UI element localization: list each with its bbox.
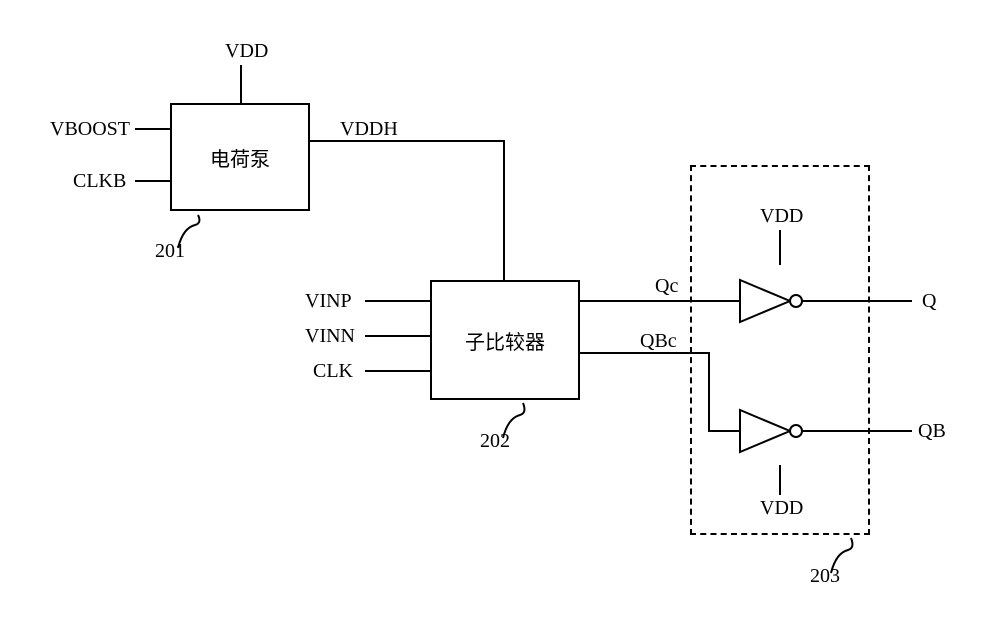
- wire-qb: [800, 430, 912, 432]
- label-vdd-inv1: VDD: [760, 205, 803, 228]
- label-q: Q: [922, 290, 936, 313]
- sub-comparator-block: 子比较器: [430, 280, 580, 400]
- label-vinp: VINP: [305, 290, 352, 313]
- label-vboost: VBOOST: [50, 118, 130, 141]
- wire-vddh-v: [503, 140, 505, 280]
- charge-pump-label: 电荷泵: [210, 143, 270, 172]
- wire-clkb: [135, 180, 170, 182]
- charge-pump-block: 电荷泵: [170, 103, 310, 211]
- wire-q: [800, 300, 912, 302]
- wire-vinp: [365, 300, 430, 302]
- wire-qbc-h2: [708, 430, 740, 432]
- wire-qc: [580, 300, 740, 302]
- ref-203: 203: [810, 565, 840, 588]
- ref-201: 201: [155, 240, 185, 263]
- wire-vdd-top: [240, 65, 242, 103]
- label-clk: CLK: [313, 360, 353, 383]
- label-vdd-inv2: VDD: [760, 497, 803, 520]
- label-qbc: QBc: [640, 330, 677, 353]
- label-clkb: CLKB: [73, 170, 126, 193]
- wire-vinn: [365, 335, 430, 337]
- wire-vboost: [135, 128, 170, 130]
- ref-202: 202: [480, 430, 510, 453]
- label-vdd-top: VDD: [225, 40, 268, 63]
- sub-comparator-label: 子比较器: [465, 326, 545, 355]
- wire-clk: [365, 370, 430, 372]
- label-qb: QB: [918, 420, 946, 443]
- label-vinn: VINN: [305, 325, 355, 348]
- diagram-canvas: 电荷泵 子比较器 VDD VBOOST CLKB VDDH VINP VINN …: [0, 0, 1000, 637]
- label-vddh: VDDH: [340, 118, 398, 141]
- label-qc: Qc: [655, 275, 678, 298]
- wire-qbc-v: [708, 352, 710, 432]
